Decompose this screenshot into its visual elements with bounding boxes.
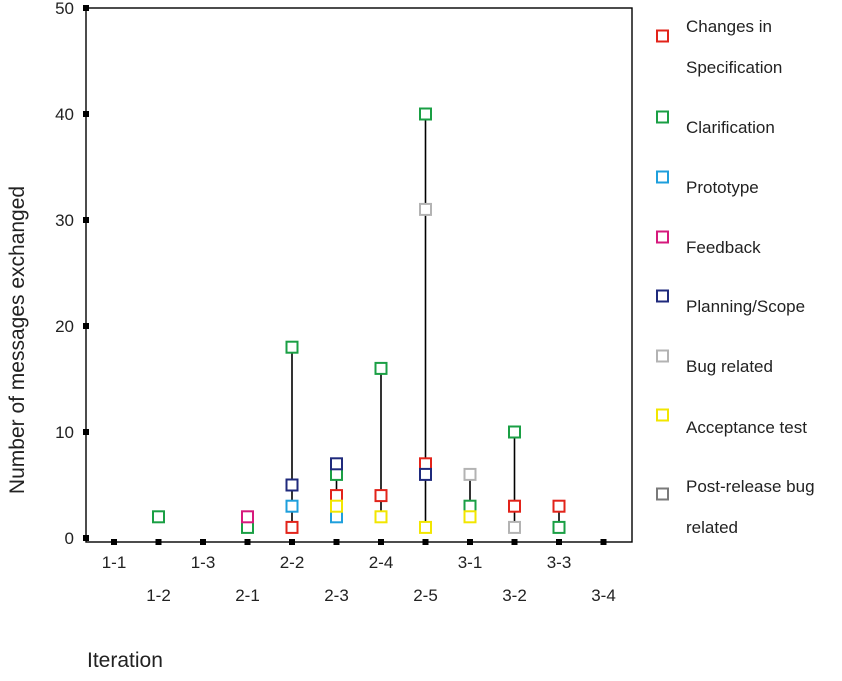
legend-label: Feedback	[686, 238, 761, 257]
data-point	[508, 425, 521, 439]
legend-marker	[656, 110, 669, 124]
legend-marker	[656, 170, 669, 184]
data-point	[419, 107, 432, 121]
y-tick-mark	[83, 535, 89, 541]
legend-label: Specification	[686, 58, 782, 77]
x-tick-label: 2-5	[413, 586, 438, 605]
legend-label: Prototype	[686, 178, 759, 197]
x-tick-label: 2-1	[235, 586, 260, 605]
legend-label: Acceptance test	[686, 418, 807, 437]
data-point	[552, 499, 566, 513]
data-point	[508, 520, 521, 534]
legend-marker	[656, 349, 669, 363]
y-tick-mark	[83, 323, 89, 329]
x-tick-mark	[556, 539, 562, 545]
data-point	[241, 520, 254, 534]
legend: Changes in Specification Clarification Prot…	[656, 17, 815, 537]
data-point	[241, 510, 254, 524]
x-tick-mark	[111, 539, 117, 545]
data-point	[463, 510, 477, 524]
x-tick-label: 1-3	[191, 553, 216, 572]
x-tick-mark	[467, 539, 473, 545]
y-tick-label: 0	[65, 529, 74, 548]
y-tick-label: 20	[55, 317, 74, 336]
x-tick-label: 2-3	[324, 586, 349, 605]
x-tick-label: 1-1	[102, 553, 127, 572]
data-point	[463, 499, 477, 513]
legend-marker	[656, 29, 669, 43]
data-point	[508, 499, 521, 513]
range-lines	[246, 114, 560, 528]
y-tick-mark	[83, 111, 89, 117]
data-point	[330, 499, 343, 513]
data-point	[330, 457, 343, 471]
legend-label: related	[686, 518, 738, 537]
y-tick-label: 50	[55, 0, 74, 18]
legend-marker	[656, 487, 669, 501]
y-axis: 0 10 20 30 40 50	[55, 0, 89, 548]
legend-label: Planning/Scope	[686, 297, 805, 316]
data-point	[285, 340, 299, 354]
data-point	[285, 478, 299, 492]
y-tick-mark	[83, 217, 89, 223]
data-points	[152, 107, 566, 534]
x-tick-label: 2-4	[369, 553, 394, 572]
x-tick-mark	[422, 539, 429, 545]
x-tick-label: 3-2	[502, 586, 527, 605]
y-tick-label: 30	[55, 211, 74, 230]
y-tick-label: 40	[55, 105, 74, 124]
legend-marker	[656, 230, 669, 244]
x-tick-label: 3-4	[591, 586, 616, 605]
x-tick-mark	[511, 539, 518, 545]
data-point	[374, 489, 388, 503]
legend-label: Changes in	[686, 17, 772, 36]
x-tick-mark	[378, 539, 384, 545]
x-tick-label: 3-3	[547, 553, 572, 572]
x-tick-label: 3-1	[458, 553, 483, 572]
y-axis-title: Number of messages exchanged	[6, 186, 29, 494]
y-tick-mark	[83, 429, 89, 435]
x-axis-title: Iteration	[87, 649, 163, 672]
y-tick-label: 10	[55, 423, 74, 442]
data-point	[552, 520, 566, 534]
data-point	[285, 499, 299, 513]
data-point	[463, 467, 477, 481]
data-point	[330, 489, 343, 503]
x-tick-mark	[289, 539, 295, 545]
data-point	[285, 520, 299, 534]
x-tick-mark	[333, 539, 340, 545]
legend-label: Bug related	[686, 357, 773, 376]
data-point	[374, 361, 388, 375]
data-point	[330, 467, 343, 481]
data-point	[374, 510, 388, 524]
x-tick-label: 2-2	[280, 553, 305, 572]
x-tick-mark	[200, 539, 206, 545]
x-tick-mark	[155, 539, 162, 545]
data-point	[419, 520, 432, 534]
data-point	[419, 202, 432, 216]
data-point	[152, 510, 165, 524]
data-point	[419, 467, 432, 481]
x-tick-mark	[244, 539, 251, 545]
legend-label: Post-release bug	[686, 477, 815, 496]
x-axis: 1-1 1-2 1-3 2-1 2-2 2-3 2-4 2-5 3-1 3-2 3-3 3-4	[102, 539, 616, 605]
legend-marker	[656, 289, 669, 303]
legend-marker	[656, 408, 669, 422]
data-point	[330, 510, 343, 524]
x-tick-label: 1-2	[146, 586, 171, 605]
legend-label: Clarification	[686, 118, 775, 137]
x-tick-mark	[600, 539, 607, 545]
y-tick-mark	[83, 5, 89, 11]
plot-frame	[85, 7, 633, 543]
data-point	[419, 457, 432, 471]
